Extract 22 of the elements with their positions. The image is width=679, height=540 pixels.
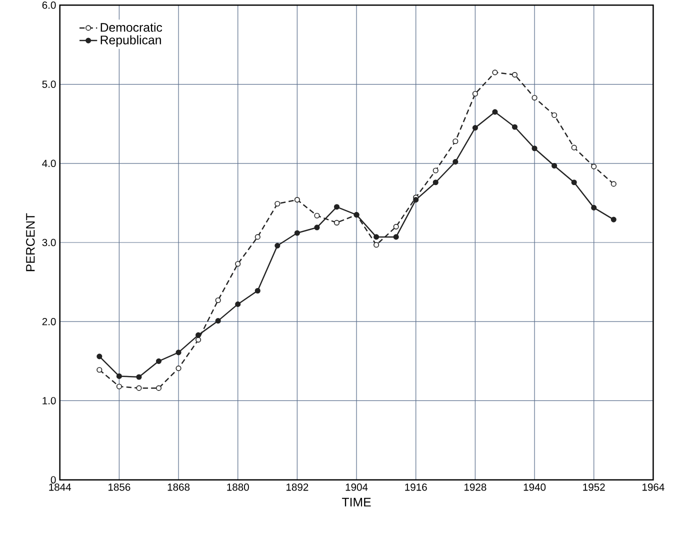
x-tick-label: 1868 <box>168 484 190 491</box>
x-tick-label: 1856 <box>108 484 130 491</box>
y-tick-label: 5.0 <box>42 80 56 88</box>
y-axis-title: PERCENT <box>26 213 35 272</box>
y-tick-label: 0 <box>50 476 56 484</box>
y-tick-label: 2.0 <box>42 318 56 326</box>
x-tick-label: 1892 <box>286 484 308 491</box>
x-tick-label: 1964 <box>642 484 664 491</box>
x-tick-label: 1952 <box>583 484 605 491</box>
x-tick-label: 1904 <box>346 484 368 491</box>
x-tick-label: 1880 <box>227 484 249 491</box>
x-tick-label: 1940 <box>524 484 546 491</box>
x-axis-title: TIME <box>342 498 371 507</box>
legend-label: Republican <box>100 35 161 47</box>
legend-label: Democratic <box>100 22 162 32</box>
y-tick-label: 4.0 <box>42 160 56 168</box>
y-tick-label: 6.0 <box>42 2 56 9</box>
y-tick-label: 1.0 <box>42 397 56 405</box>
x-tick-label: 1916 <box>405 484 427 491</box>
y-tick-label: 3.0 <box>42 239 56 246</box>
x-tick-label: 1844 <box>49 484 72 491</box>
x-tick-label: 1928 <box>464 484 486 491</box>
